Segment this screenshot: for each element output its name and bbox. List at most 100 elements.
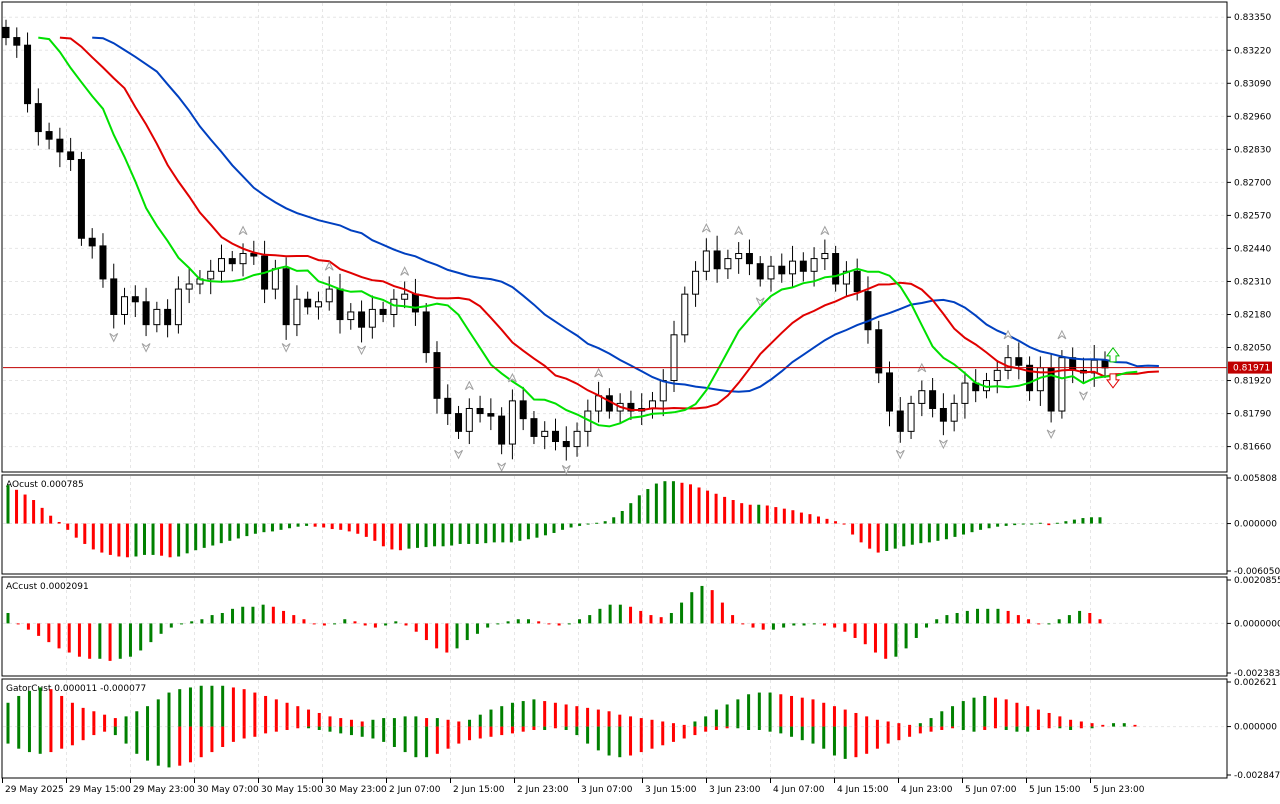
gator-lower-bar — [521, 726, 525, 732]
gator-upper-bar — [1079, 721, 1083, 727]
histogram-bar — [902, 523, 906, 547]
gator-upper-bar — [704, 716, 708, 727]
histogram-bar — [868, 523, 872, 549]
gator-lower-bar — [425, 726, 429, 758]
histogram-bar — [194, 523, 198, 551]
gator-lower-bar — [1047, 726, 1051, 729]
histogram-bar — [588, 615, 592, 624]
histogram-bar — [169, 623, 173, 628]
histogram-bar — [228, 523, 232, 541]
gator-lower-bar — [757, 726, 761, 730]
candle-body — [368, 308, 376, 328]
gator-lower-bar — [446, 726, 450, 749]
gator-upper-bar — [854, 712, 858, 727]
gator-upper-bar — [575, 706, 579, 727]
histogram-bar — [271, 606, 275, 624]
candle-body — [832, 253, 840, 285]
gator-upper-bar — [167, 692, 171, 727]
histogram-bar — [765, 505, 769, 524]
candle-body — [735, 253, 743, 260]
gator-lower-bar — [500, 726, 504, 736]
histogram-bar — [49, 515, 53, 524]
x-tick-label: 30 May 15:00 — [261, 785, 323, 795]
histogram-bar — [416, 523, 419, 548]
gator-lower-bar — [875, 726, 879, 749]
histogram-bar — [398, 523, 402, 551]
histogram-bar — [501, 523, 505, 543]
histogram-bar — [987, 523, 991, 529]
histogram-bar — [177, 523, 181, 557]
candle-body — [282, 268, 290, 326]
gator-upper-bar — [27, 690, 31, 727]
candle-body — [401, 293, 409, 300]
gator-lower-bar — [382, 726, 386, 742]
candle-body — [519, 400, 527, 420]
histogram-bar — [751, 623, 755, 628]
y-tick-label: -0.006050 — [1234, 567, 1280, 577]
x-tick-label: 30 May 07:00 — [197, 785, 259, 795]
histogram-bar — [125, 523, 129, 558]
candle-body — [110, 278, 118, 315]
histogram-bar — [970, 523, 974, 533]
y-tick-label: 0.81920 — [1234, 377, 1271, 387]
histogram-bar — [802, 623, 806, 626]
candle-body — [778, 265, 786, 275]
gator-upper-bar — [1112, 723, 1116, 727]
candle-body — [907, 402, 915, 432]
candle-body — [217, 258, 225, 272]
histogram-bar — [333, 623, 337, 625]
histogram-bar — [134, 523, 138, 557]
gator-lower-bar — [253, 726, 257, 737]
gator-lower-bar — [951, 726, 955, 729]
histogram-bar — [516, 619, 520, 624]
gator-upper-bar — [1133, 724, 1137, 727]
candle-body — [99, 245, 107, 280]
gator-lower-bar — [478, 726, 482, 739]
candle-body — [713, 250, 721, 270]
panel-frame-3 — [1, 678, 1228, 779]
histogram-bar — [37, 623, 41, 636]
histogram-bar — [543, 523, 547, 536]
gator-lower-bar — [779, 726, 783, 734]
sell-signal-arrow-icon — [1106, 373, 1120, 389]
gator-upper-bar — [210, 685, 214, 727]
histogram-bar — [1098, 517, 1102, 524]
histogram-bar — [669, 612, 673, 624]
histogram-bar — [202, 523, 206, 548]
current-price-badge — [1228, 361, 1272, 374]
gator-lower-bar — [1026, 726, 1030, 732]
candle-body — [939, 407, 947, 422]
y-tick-label: 0.81790 — [1234, 410, 1271, 420]
gator-upper-bar — [264, 695, 268, 727]
histogram-bar — [236, 523, 240, 539]
buy-signal-arrow-icon — [1106, 347, 1120, 363]
histogram-bar — [965, 610, 969, 624]
gator-lower-bar — [307, 726, 311, 729]
gator-upper-bar — [886, 721, 890, 727]
gator-lower-bar — [725, 726, 729, 729]
fractal-down-arrow — [454, 449, 463, 460]
histogram-bar — [455, 623, 459, 649]
y-tick-label: 0.000000 — [1234, 723, 1277, 733]
gator-upper-bar — [736, 699, 740, 727]
histogram-bar — [339, 523, 343, 530]
gator-lower-bar — [274, 726, 278, 732]
histogram-bar — [475, 623, 479, 634]
histogram-bar — [118, 623, 122, 659]
gator-lower-bar — [199, 726, 203, 758]
histogram-bar — [873, 623, 877, 653]
gator-lower-bar — [843, 726, 847, 759]
histogram-bar — [407, 523, 411, 549]
histogram-bar — [761, 623, 765, 630]
histogram-bar — [537, 621, 541, 624]
histogram-bar — [935, 619, 939, 624]
gator-lower-bar — [124, 726, 128, 744]
candle-body — [853, 270, 861, 293]
x-tick-label: 4 Jun 15:00 — [837, 785, 889, 795]
histogram-bar — [578, 523, 582, 526]
fractal-down-arrow — [141, 343, 151, 353]
gator-upper-bar — [49, 689, 53, 727]
indicator-title: AOcust 0.000785 — [6, 480, 84, 490]
x-tick-label: 5 Jun 07:00 — [965, 785, 1017, 795]
